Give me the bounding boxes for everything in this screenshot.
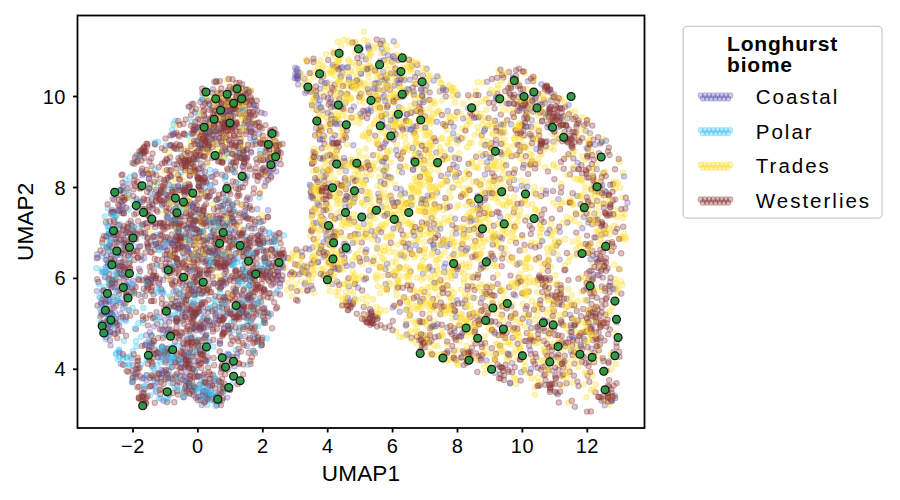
svg-text:UMAP1: UMAP1 xyxy=(322,461,401,486)
svg-text:4: 4 xyxy=(322,435,334,457)
svg-text:0: 0 xyxy=(192,435,204,457)
svg-text:2: 2 xyxy=(257,435,269,457)
svg-text:8: 8 xyxy=(452,435,464,457)
svg-text:10: 10 xyxy=(43,86,66,108)
svg-text:12: 12 xyxy=(576,435,599,457)
svg-text:Coastal: Coastal xyxy=(756,85,840,108)
svg-text:10: 10 xyxy=(511,435,534,457)
svg-text:8: 8 xyxy=(54,177,66,199)
svg-text:6: 6 xyxy=(54,267,66,289)
svg-text:Polar: Polar xyxy=(756,120,814,143)
svg-text:biome: biome xyxy=(727,53,793,76)
svg-text:6: 6 xyxy=(387,435,399,457)
svg-text:Westerlies: Westerlies xyxy=(756,189,871,212)
svg-text:Trades: Trades xyxy=(756,154,831,177)
svg-text:UMAP2: UMAP2 xyxy=(14,183,39,262)
svg-text:4: 4 xyxy=(54,358,66,380)
svg-text:−2: −2 xyxy=(121,435,145,457)
